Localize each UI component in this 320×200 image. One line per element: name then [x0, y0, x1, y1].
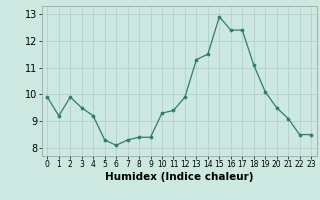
X-axis label: Humidex (Indice chaleur): Humidex (Indice chaleur) — [105, 172, 253, 182]
